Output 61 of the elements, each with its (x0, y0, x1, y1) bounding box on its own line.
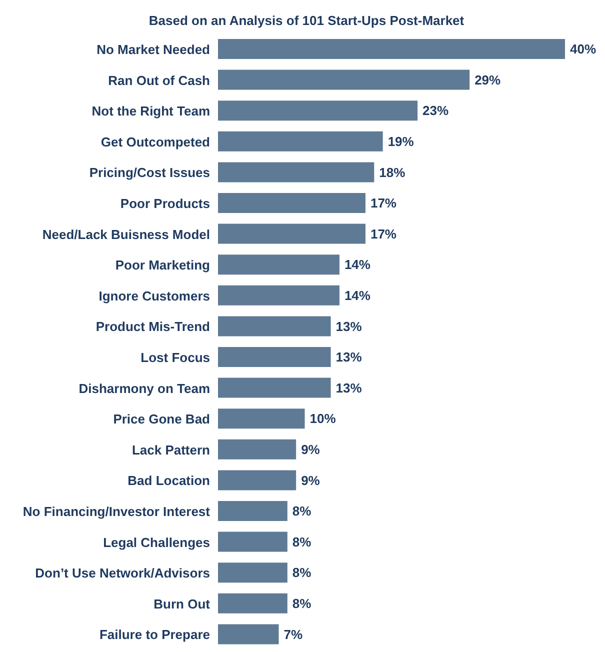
y-tick-label: Burn Out (154, 596, 211, 612)
bar (218, 562, 288, 583)
bar (218, 532, 288, 552)
y-tick-label: Lost Focus (140, 350, 210, 366)
y-tick-label: Ran Out of Cash (108, 72, 210, 88)
data-label: 8% (292, 534, 312, 550)
y-tick-label: No Market Needed (96, 42, 210, 58)
y-tick-label: Don’t Use Network/Advisors (35, 566, 210, 581)
bar (218, 254, 340, 275)
bar (218, 378, 331, 398)
data-label: 19% (388, 134, 414, 150)
bar (218, 39, 565, 59)
y-tick-label: Product Mis-Trend (96, 319, 210, 334)
y-tick-label: Lack Pattern (132, 442, 210, 458)
data-label: 8% (292, 504, 312, 519)
data-label: 10% (310, 411, 336, 426)
bar (218, 501, 288, 521)
bar (218, 470, 296, 490)
data-label: 17% (370, 226, 397, 242)
data-label: 13% (336, 350, 362, 365)
y-tick-label: Ignore Customers (98, 288, 210, 304)
data-label: 29% (474, 72, 502, 88)
y-tick-label: Poor Products (120, 196, 210, 212)
data-label: 17% (370, 196, 397, 211)
data-label: 13% (336, 380, 362, 396)
data-label: 8% (292, 596, 312, 612)
y-tick-label: Pricing/Cost Issues (89, 165, 210, 180)
bar (218, 439, 296, 460)
y-tick-label: Get Outcompeted (100, 134, 210, 150)
data-label: 14% (344, 257, 371, 272)
y-tick-label: Bad Location (128, 473, 210, 488)
y-tick-label: Legal Challenges (103, 534, 210, 550)
bar (218, 100, 418, 121)
bar (218, 224, 366, 244)
y-tick-label: No Financing/Investor Interest (22, 504, 211, 520)
y-tick-label: Price Gone Bad (113, 412, 210, 427)
data-label: 9% (301, 442, 320, 458)
bar (218, 408, 305, 429)
bar (218, 316, 331, 336)
bar (218, 193, 366, 213)
data-label: 13% (336, 318, 362, 334)
data-label: 14% (344, 288, 371, 304)
bar (218, 70, 470, 90)
bar (218, 347, 331, 367)
data-label: 7% (284, 626, 303, 642)
data-label: 40% (570, 42, 596, 57)
y-tick-label: Poor Marketing (115, 258, 210, 273)
y-tick-label: Need/Lack Buisness Model (42, 226, 210, 242)
data-label: 8% (292, 565, 312, 580)
bar (218, 624, 279, 644)
bar (218, 285, 340, 306)
y-tick-label: Disharmony on Team (78, 380, 210, 396)
data-label: 23% (422, 103, 449, 118)
data-label: 18% (379, 164, 406, 180)
y-tick-label: Failure to Prepare (99, 627, 210, 642)
data-label: 9% (301, 472, 320, 488)
y-tick-label: Not the Right Team (92, 104, 210, 119)
bar (218, 593, 288, 614)
chart-title: Based on an Analysis of 101 Start-Ups Post-Market (148, 12, 466, 30)
bar (218, 162, 374, 182)
bar (218, 131, 383, 152)
